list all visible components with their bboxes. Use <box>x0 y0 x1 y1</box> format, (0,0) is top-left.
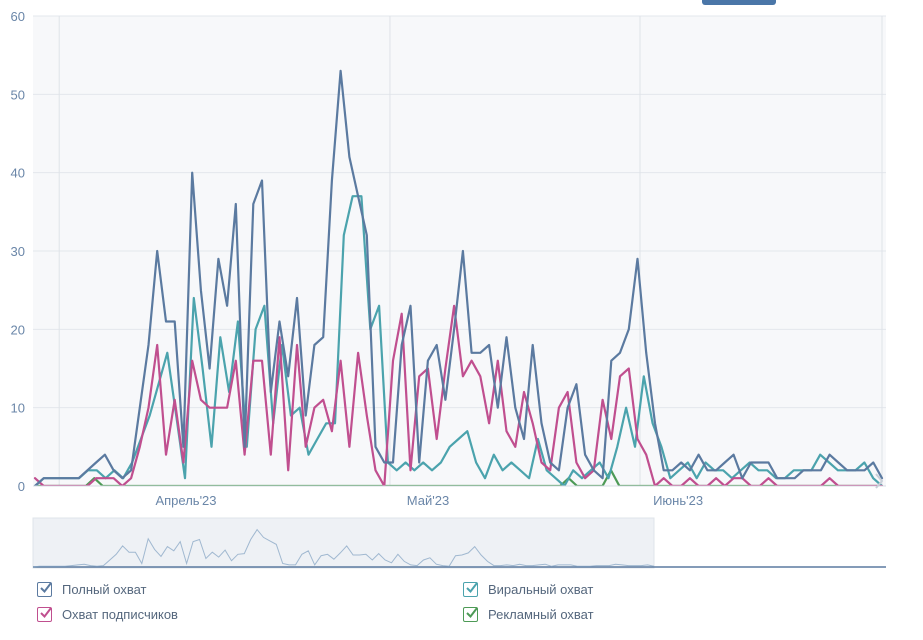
y-tick-label: 50 <box>11 87 25 102</box>
y-tick-label: 0 <box>18 479 25 494</box>
y-tick-label: 40 <box>11 166 25 181</box>
reach-chart-svg: 0 10 20 30 40 50 60 Апрель'23 Май'23 Июнь'23 <box>11 9 886 569</box>
y-tick-label: 60 <box>11 9 25 24</box>
x-axis-band <box>33 486 886 518</box>
overview-series-line <box>32 528 655 568</box>
y-tick-label: 30 <box>11 244 25 259</box>
legend-item-subscriber-reach[interactable]: Охват подписчиков <box>37 603 178 625</box>
legend-label: Охват подписчиков <box>62 606 178 622</box>
legend-checkbox-icon <box>37 606 52 622</box>
legend-item-full-reach[interactable]: Полный охват <box>37 578 147 600</box>
legend-checkbox-icon <box>37 581 52 597</box>
top-action-button[interactable] <box>702 0 776 5</box>
check-icon <box>40 581 52 593</box>
y-tick-label: 20 <box>11 322 25 337</box>
check-icon <box>40 606 52 618</box>
series-line <box>33 69 884 488</box>
legend-checkbox-icon <box>463 581 478 597</box>
series-line <box>33 304 884 488</box>
legend-item-ad-reach[interactable]: Рекламный охват <box>463 603 594 625</box>
legend-label: Полный охват <box>62 581 147 597</box>
x-tick-label: Апрель'23 <box>155 493 216 508</box>
x-tick-label: Июнь'23 <box>653 493 703 508</box>
x-tick-label: Май'23 <box>407 493 449 508</box>
legend-checkbox-icon <box>463 606 478 622</box>
chevron-right-icon <box>875 473 884 489</box>
overview-selection <box>32 517 655 569</box>
chart-legend: Полный охват Охват подписчиков Виральный… <box>0 576 923 636</box>
check-icon <box>466 606 478 618</box>
legend-label: Виральный охват <box>488 581 594 597</box>
check-icon <box>466 581 478 593</box>
y-tick-label: 10 <box>11 401 25 416</box>
legend-item-viral-reach[interactable]: Виральный охват <box>463 578 593 600</box>
legend-label: Рекламный охват <box>488 606 594 622</box>
